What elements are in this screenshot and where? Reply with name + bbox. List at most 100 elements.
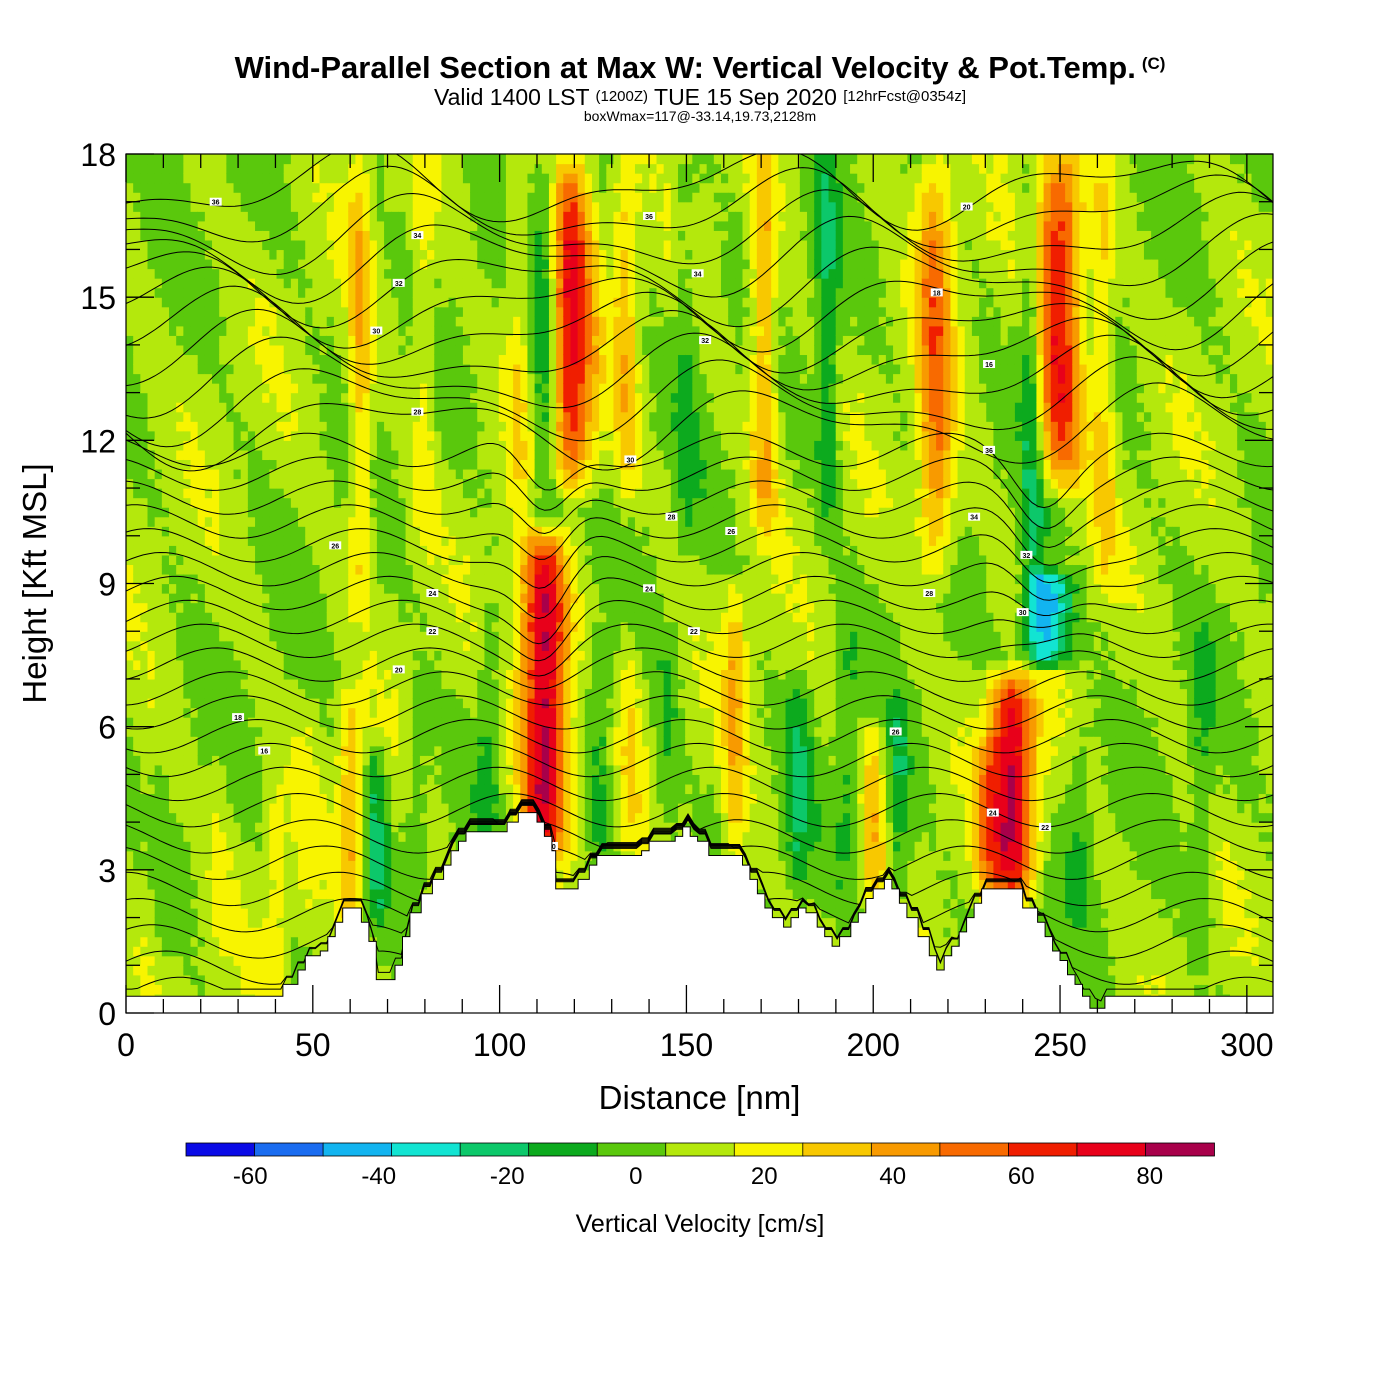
velocity-cell	[247, 717, 256, 728]
velocity-cell	[219, 154, 227, 165]
velocity-cell	[398, 440, 407, 451]
velocity-cell	[219, 306, 227, 317]
velocity-cell	[269, 650, 278, 661]
velocity-cell	[348, 822, 356, 833]
velocity-cell	[505, 230, 514, 241]
velocity-cell	[470, 383, 478, 394]
velocity-cell	[140, 602, 149, 613]
velocity-cell	[204, 984, 213, 995]
velocity-cell	[262, 335, 270, 346]
velocity-cell	[276, 678, 285, 690]
velocity-cell	[427, 745, 435, 756]
velocity-cell	[348, 297, 356, 308]
velocity-cell	[290, 468, 299, 480]
velocity-cell	[290, 688, 299, 699]
velocity-cell	[176, 430, 184, 441]
velocity-cell	[212, 192, 220, 203]
velocity-cell	[262, 535, 270, 546]
valid-date: TUE 15 Sep 2020	[654, 84, 837, 110]
velocity-cell	[176, 841, 184, 852]
velocity-cell	[355, 220, 364, 231]
velocity-cell	[384, 392, 392, 403]
velocity-cell	[176, 249, 184, 260]
velocity-cell	[298, 230, 306, 241]
velocity-cell	[448, 516, 457, 527]
velocity-cell	[226, 793, 235, 804]
velocity-cell	[197, 812, 206, 823]
velocity-cell	[176, 449, 184, 461]
velocity-cell	[290, 669, 299, 680]
velocity-cell	[341, 678, 349, 690]
velocity-cell	[283, 831, 292, 842]
velocity-cell	[427, 707, 435, 718]
velocity-cell	[333, 564, 342, 575]
velocity-cell	[448, 736, 457, 747]
velocity-cell	[197, 316, 206, 327]
velocity-cell	[154, 936, 163, 947]
velocity-cell	[470, 325, 478, 336]
velocity-cell	[513, 192, 521, 203]
velocity-cell	[240, 545, 249, 556]
velocity-cell	[298, 755, 306, 766]
velocity-cell	[362, 363, 371, 375]
velocity-cell	[233, 526, 242, 537]
velocity-cell	[161, 430, 170, 441]
velocity-cell	[355, 430, 364, 441]
velocity-cell	[434, 192, 443, 203]
velocity-cell	[462, 449, 471, 461]
velocity-cell	[348, 583, 356, 594]
velocity-cell	[190, 373, 199, 384]
velocity-cell	[398, 755, 407, 766]
velocity-cell	[341, 258, 349, 270]
velocity-cell	[398, 602, 407, 613]
velocity-cell	[319, 917, 328, 928]
velocity-cell	[348, 230, 356, 241]
velocity-cell	[298, 392, 306, 403]
velocity-cell	[312, 927, 321, 938]
velocity-cell	[498, 440, 507, 451]
velocity-cell	[355, 478, 364, 489]
velocity-cell	[391, 163, 400, 174]
velocity-cell	[197, 688, 206, 699]
velocity-cell	[290, 488, 299, 499]
velocity-cell	[477, 344, 486, 356]
velocity-cell	[341, 430, 349, 441]
velocity-cell	[283, 421, 292, 432]
velocity-cell	[126, 402, 134, 413]
velocity-cell	[376, 545, 385, 556]
velocity-cell	[126, 917, 134, 928]
velocity-cell	[419, 421, 428, 432]
velocity-cell	[419, 344, 428, 356]
velocity-cell	[197, 678, 206, 690]
velocity-cell	[427, 363, 435, 375]
velocity-cell	[405, 659, 414, 670]
velocity-cell	[484, 363, 493, 375]
velocity-cell	[477, 736, 486, 747]
velocity-cell	[369, 669, 378, 680]
velocity-cell	[412, 440, 421, 451]
velocity-cell	[348, 354, 356, 365]
velocity-cell	[255, 869, 263, 880]
velocity-cell	[233, 669, 242, 680]
velocity-cell	[126, 764, 134, 775]
velocity-cell	[448, 335, 457, 346]
velocity-cell	[391, 392, 400, 403]
velocity-cell	[326, 478, 335, 489]
velocity-cell	[477, 812, 486, 823]
velocity-cell	[484, 335, 493, 346]
velocity-cell	[233, 583, 242, 594]
velocity-cell	[226, 478, 235, 489]
velocity-cell	[298, 850, 306, 861]
velocity-cell	[384, 841, 392, 852]
velocity-cell	[477, 335, 486, 346]
velocity-cell	[204, 306, 213, 317]
velocity-cell	[283, 554, 292, 566]
velocity-cell	[298, 860, 306, 871]
velocity-cell	[226, 908, 235, 919]
velocity-cell	[355, 602, 364, 613]
velocity-cell	[412, 402, 421, 413]
velocity-cell	[305, 535, 313, 546]
velocity-cell	[255, 402, 263, 413]
velocity-cell	[190, 946, 199, 957]
velocity-cell	[126, 631, 134, 642]
